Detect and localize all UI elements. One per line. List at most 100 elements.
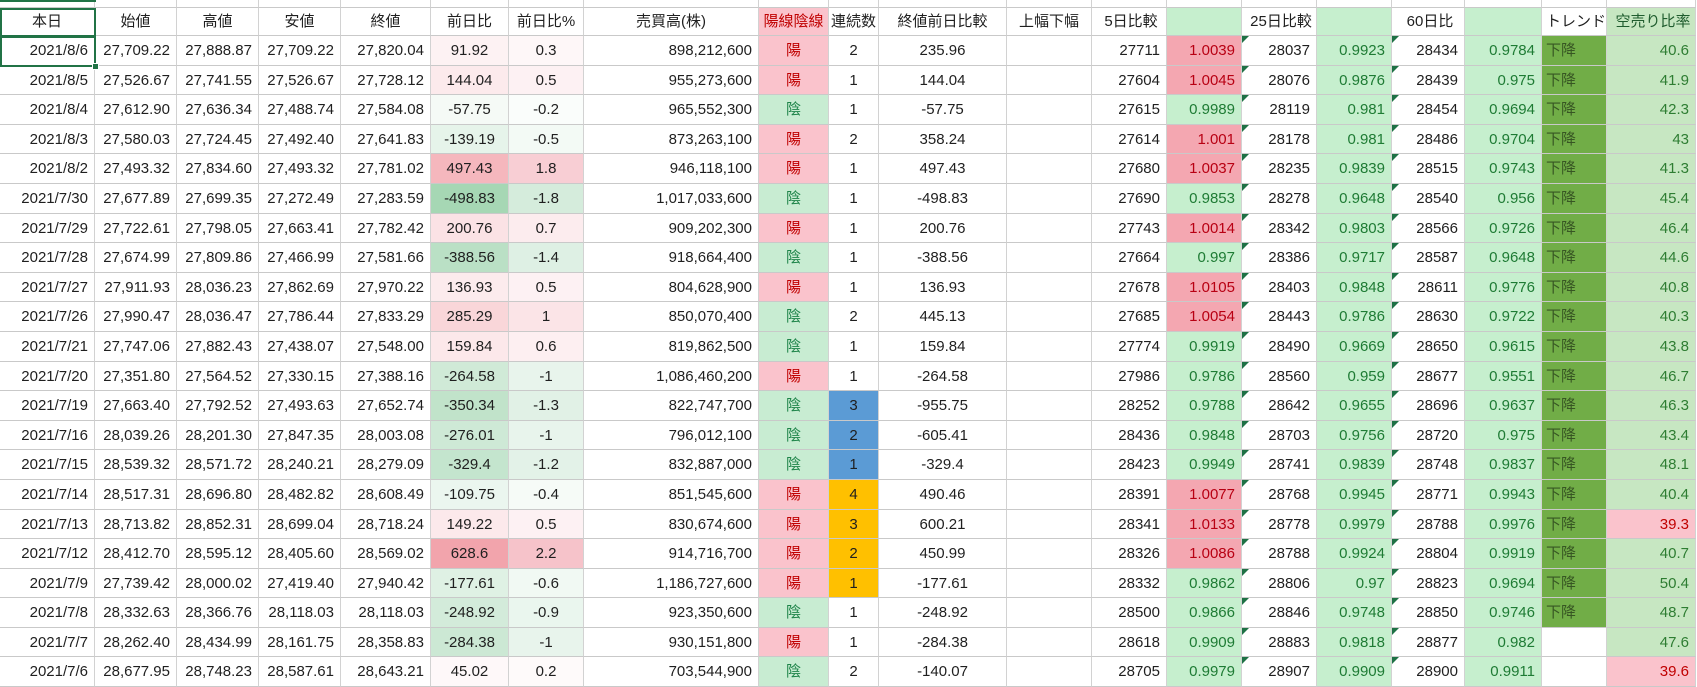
cell-close_cmp[interactable]: -388.56 [879,243,1007,273]
cell-short_ratio[interactable]: 40.6 [1607,36,1696,66]
cell-d60[interactable]: 28566 [1392,213,1465,244]
cell-streak[interactable]: 1 [829,598,879,628]
cell-chg_pct[interactable]: 0.5 [509,509,584,540]
cell-trend[interactable]: 下降 [1542,539,1607,569]
cell-open[interactable]: 27,612.90 [95,95,177,125]
cell-d25[interactable]: 28883 [1242,627,1317,658]
cell-close[interactable]: 27,584.08 [341,95,431,125]
cell-chg[interactable]: 200.76 [431,213,509,244]
cell-date[interactable]: 2021/8/3 [0,124,95,155]
cell-r25[interactable]: 0.9748 [1317,598,1392,628]
cell-low[interactable]: 27,492.40 [259,124,341,155]
cell-volume[interactable]: 804,628,900 [584,272,759,303]
cell-r25[interactable]: 0.9648 [1317,183,1392,214]
cell-close_cmp[interactable]: -57.75 [879,95,1007,125]
cell-close_cmp[interactable]: -177.61 [879,568,1007,599]
cell-d60[interactable]: 28515 [1392,154,1465,184]
cell-trend[interactable]: 下降 [1542,568,1607,599]
cell-low[interactable]: 27,493.63 [259,391,341,421]
cell-d5[interactable]: 27615 [1092,95,1167,125]
cell-chg[interactable]: -329.4 [431,450,509,480]
cell-trend[interactable]: 下降 [1542,598,1607,628]
cell-close_cmp[interactable]: -955.75 [879,391,1007,421]
header-chg[interactable]: 前日比 [431,8,509,36]
cell-streak[interactable]: 2 [829,657,879,687]
cell-d5[interactable]: 27685 [1092,302,1167,332]
cell-d60[interactable]: 28788 [1392,509,1465,540]
cell-chg[interactable]: -284.38 [431,627,509,658]
cell-d5[interactable]: 27680 [1092,154,1167,184]
cell-d25[interactable]: 28076 [1242,65,1317,96]
cell-close[interactable]: 28,718.24 [341,509,431,540]
cell-volume[interactable]: 918,664,400 [584,243,759,273]
cell-trend[interactable]: 下降 [1542,331,1607,362]
cell-d25[interactable]: 28806 [1242,568,1317,599]
cell-r25[interactable]: 0.9669 [1317,331,1392,362]
cell-volume[interactable]: 851,545,600 [584,479,759,510]
cell-r60[interactable]: 0.975 [1465,65,1542,96]
cell-chg[interactable]: -109.75 [431,479,509,510]
cell-r60[interactable]: 0.982 [1465,627,1542,658]
cell-r25[interactable]: 0.9848 [1317,272,1392,303]
cell-streak[interactable]: 1 [829,183,879,214]
cell-d5[interactable]: 28618 [1092,627,1167,658]
cell-r60[interactable]: 0.9743 [1465,154,1542,184]
cell-streak[interactable]: 1 [829,627,879,658]
cell-short_ratio[interactable]: 46.3 [1607,391,1696,421]
cell-close[interactable]: 27,940.42 [341,568,431,599]
cell-close[interactable]: 28,279.09 [341,450,431,480]
cell-candle[interactable]: 陽 [759,568,829,599]
cell-d25[interactable]: 28403 [1242,272,1317,303]
cell-r5[interactable]: 1.0014 [1167,213,1242,244]
header-close_cmp[interactable]: 終値前日比較 [879,8,1007,36]
cell-open[interactable]: 27,674.99 [95,243,177,273]
cell-volume[interactable]: 914,716,700 [584,539,759,569]
cell-short_ratio[interactable]: 48.7 [1607,598,1696,628]
cell-candle[interactable]: 陰 [759,391,829,421]
cell-chg_pct[interactable]: 0.7 [509,213,584,244]
cell-r25[interactable]: 0.959 [1317,361,1392,392]
cell-close[interactable]: 27,652.74 [341,391,431,421]
cell-d5[interactable]: 28436 [1092,420,1167,451]
cell-close_cmp[interactable]: 445.13 [879,302,1007,332]
cell-r25[interactable]: 0.9979 [1317,509,1392,540]
cell-low[interactable]: 28,161.75 [259,627,341,658]
cell-d25[interactable]: 28768 [1242,479,1317,510]
cell-streak[interactable]: 2 [829,302,879,332]
cell-open[interactable]: 28,039.26 [95,420,177,451]
cell-r60[interactable]: 0.9694 [1465,568,1542,599]
cell-d25[interactable]: 28342 [1242,213,1317,244]
cell-d60[interactable]: 28804 [1392,539,1465,569]
cell-short_ratio[interactable]: 46.4 [1607,213,1696,244]
cell-close[interactable]: 28,608.49 [341,479,431,510]
cell-open[interactable]: 28,677.95 [95,657,177,687]
cell-d60[interactable]: 28650 [1392,331,1465,362]
header-open[interactable]: 始値 [95,8,177,36]
cell-chg[interactable]: 91.92 [431,36,509,66]
cell-d60[interactable]: 28877 [1392,627,1465,658]
cell-close_cmp[interactable]: 159.84 [879,331,1007,362]
cell-close[interactable]: 28,118.03 [341,598,431,628]
cell-r5[interactable]: 1.0054 [1167,302,1242,332]
cell-high[interactable]: 28,571.72 [177,450,259,480]
cell-candle[interactable]: 陽 [759,539,829,569]
cell-band[interactable] [1007,95,1092,125]
cell-low[interactable]: 27,330.15 [259,361,341,392]
cell-volume[interactable]: 873,263,100 [584,124,759,155]
cell-r25[interactable]: 0.9924 [1317,539,1392,569]
cell-band[interactable] [1007,361,1092,392]
cell-streak[interactable]: 1 [829,154,879,184]
cell-streak[interactable]: 2 [829,420,879,451]
cell-band[interactable] [1007,391,1092,421]
cell-high[interactable]: 27,809.86 [177,243,259,273]
cell-r25[interactable]: 0.9818 [1317,627,1392,658]
cell-r60[interactable]: 0.9837 [1465,450,1542,480]
cell-streak[interactable]: 3 [829,509,879,540]
cell-d60[interactable]: 28748 [1392,450,1465,480]
cell-high[interactable]: 28,366.76 [177,598,259,628]
cell-chg_pct[interactable]: -1.2 [509,450,584,480]
cell-trend[interactable]: 下降 [1542,95,1607,125]
cell-candle[interactable]: 陰 [759,657,829,687]
cell-high[interactable]: 28,434.99 [177,627,259,658]
cell-chg_pct[interactable]: 0.5 [509,272,584,303]
